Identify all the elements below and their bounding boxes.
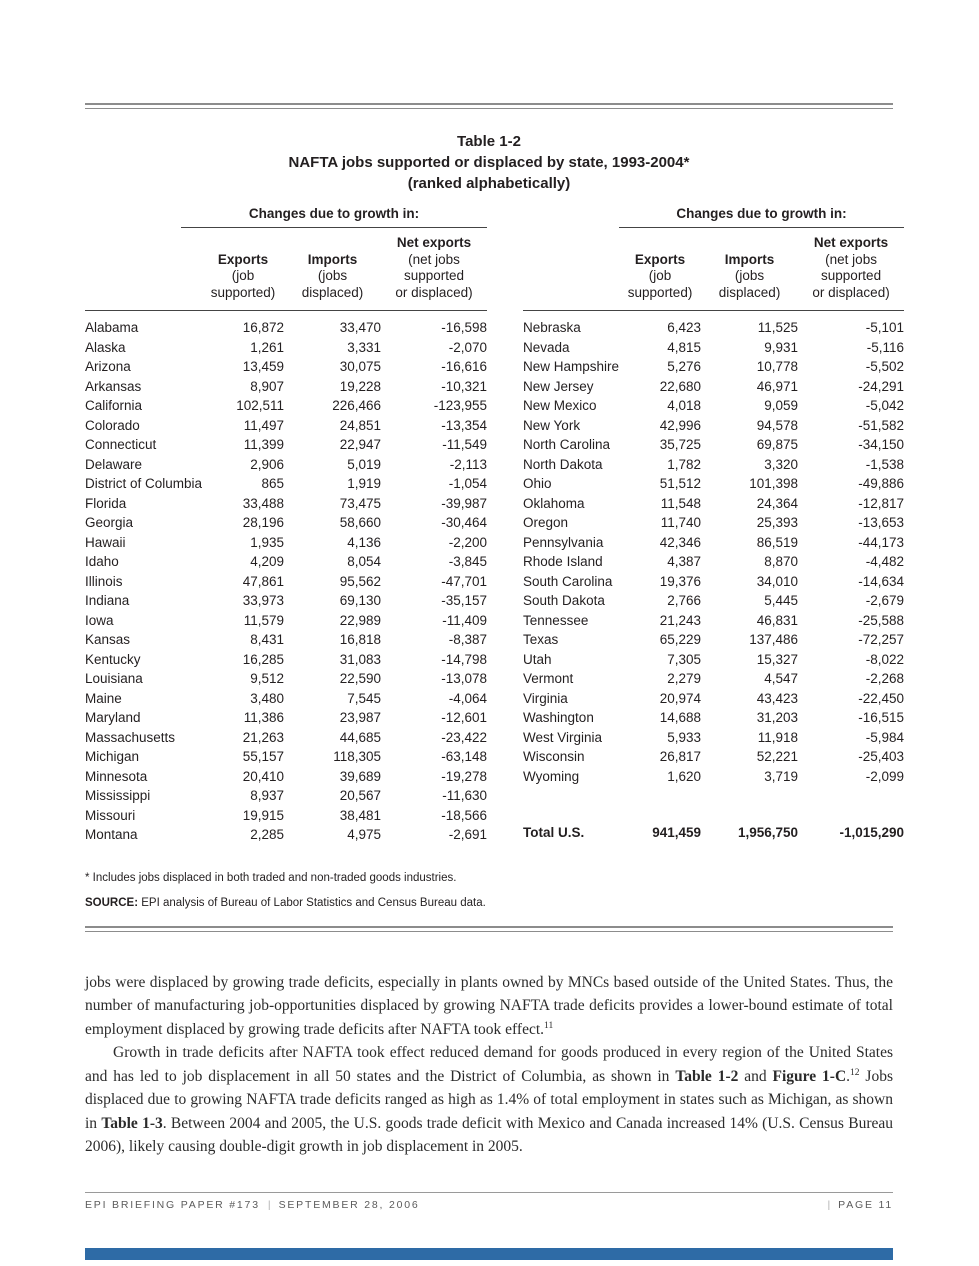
footer-paper-id: EPI BRIEFING PAPER #173	[85, 1198, 260, 1211]
bottom-divider	[85, 925, 893, 932]
table-row: Pennsylvania 42,346 86,519 -44,173	[523, 534, 905, 550]
source-text: EPI analysis of Bureau of Labor Statisti…	[138, 896, 486, 909]
table-row: Massachusetts 21,263 44,685 -23,422	[85, 729, 488, 745]
column-header-net-exports: Net exports (net jobs supported or displ…	[395, 235, 473, 300]
table-row: West Virginia 5,933 11,918 -5,984	[523, 729, 905, 745]
table-row: Ohio 51,512 101,398 -49,886	[523, 476, 905, 491]
column-headers-left: Exports (job supported) Imports (jobs di…	[85, 228, 488, 311]
table-row: Nevada 4,815 9,931 -5,116	[523, 339, 905, 355]
body-text: jobs were displaced by growing trade def…	[85, 971, 893, 1159]
column-header-exports: Exports (job supported)	[627, 251, 693, 300]
table-source: SOURCE: EPI analysis of Bureau of Labor …	[85, 897, 893, 909]
table-row: Utah 7,305 15,327 -8,022	[523, 651, 905, 667]
table-row: Vermont 2,279 4,547 -2,268	[523, 671, 905, 686]
table-row: Texas 65,229 137,486 -72,257	[523, 632, 905, 647]
table-row: North Dakota 1,782 3,320 -1,538	[523, 456, 905, 472]
table-row: Alabama 16,872 33,470 -16,598	[85, 320, 488, 335]
table-row: Indiana 33,973 69,130 -35,157	[85, 593, 488, 608]
table-row: Mississippi 8,937 20,567 -11,630	[85, 788, 488, 803]
total-net: -1,015,290	[839, 825, 905, 840]
table-row: Arizona 13,459 30,075 -16,616	[85, 359, 488, 374]
table-row: Michigan 55,157 118,305 -63,148	[85, 749, 488, 764]
paragraph-2: Growth in trade deficits after NAFTA too…	[85, 1044, 893, 1155]
table-row: New Jersey 22,680 46,971 -24,291	[523, 378, 905, 394]
table-row: Wisconsin 26,817 52,221 -25,403	[523, 749, 905, 764]
table-row: Kentucky 16,285 31,083 -14,798	[85, 651, 488, 667]
footer-page-number: PAGE 11	[838, 1198, 893, 1211]
table-row: Illinois 47,861 95,562 -47,701	[85, 573, 488, 589]
table-row: Rhode Island 4,387 8,870 -4,482	[523, 554, 905, 569]
total-exports: 941,459	[652, 825, 702, 840]
table-title: Table 1-2 NAFTA jobs supported or displa…	[85, 131, 893, 194]
table-rows-left: Alabama 16,872 33,470 -16,598 Alaska 1,261 3,3…	[85, 320, 487, 847]
table-row: Montana 2,285 4,975 -2,691	[85, 827, 488, 842]
table-row: Oregon 11,740 25,393 -13,653	[523, 515, 905, 530]
table-row: Maryland 11,386 23,987 -12,601	[85, 710, 488, 725]
table-row: Iowa 11,579 22,989 -11,409	[85, 612, 488, 628]
table-number: Table 1-2	[457, 133, 521, 150]
table-row: Florida 33,488 73,475 -39,987	[85, 495, 488, 511]
column-header-exports: Exports (job supported)	[210, 251, 276, 300]
table-rows-right: Nebraska 6,423 11,525 -5,101 Nevada 4,815 9,93…	[523, 320, 904, 788]
group-header-left: Changes due to growth in:	[181, 206, 488, 228]
table-row: Colorado 11,497 24,851 -13,354	[85, 417, 488, 433]
bottom-accent-bar	[85, 1248, 893, 1260]
table-row: Nebraska 6,423 11,525 -5,101	[523, 320, 905, 335]
table-row: Alaska 1,261 3,331 -2,070	[85, 339, 488, 355]
table-row: Kansas 8,431 16,818 -8,387	[85, 632, 488, 647]
footer-rule	[85, 1191, 893, 1193]
table-row: New Mexico 4,018 9,059 -5,042	[523, 398, 905, 413]
table-row: Maine 3,480 7,545 -4,064	[85, 690, 488, 706]
table-right-half: Changes due to growth in: Exports (job s…	[523, 206, 905, 847]
state-table: Changes due to growth in: Exports (job s…	[85, 206, 905, 847]
table-row: Virginia 20,974 43,423 -22,450	[523, 690, 905, 706]
table-row: North Carolina 35,725 69,875 -34,150	[523, 437, 905, 452]
table-title-note: (ranked alphabetically)	[407, 175, 571, 192]
table-row: New York 42,996 94,578 -51,582	[523, 417, 905, 433]
table-row: South Dakota 2,766 5,445 -2,679	[523, 593, 905, 608]
table-title-text: NAFTA jobs supported or displaced by sta…	[288, 154, 690, 171]
column-header-net-exports: Net exports (net jobs supported or displ…	[812, 235, 890, 300]
column-header-imports: Imports (jobs displaced)	[718, 251, 781, 300]
table-footnote: * Includes jobs displaced in both traded…	[85, 871, 457, 884]
table-row: South Carolina 19,376 34,010 -14,634	[523, 573, 905, 589]
table-row: Delaware 2,906 5,019 -2,113	[85, 456, 488, 472]
top-divider	[85, 103, 893, 109]
total-row: Total U.S. 941,459 1,956,750 -1,015,290	[523, 825, 904, 845]
table-row: Washington 14,688 31,203 -16,515	[523, 710, 905, 725]
table-row: District of Columbia 865 1,919 -1,054	[85, 476, 488, 491]
paragraph-1: jobs were displaced by growing trade def…	[85, 973, 893, 1038]
table-row: Wyoming 1,620 3,719 -2,099	[523, 768, 905, 784]
total-label: Total U.S.	[523, 825, 585, 840]
column-headers-right: Exports (job supported) Imports (jobs di…	[523, 228, 905, 311]
table-row: Idaho 4,209 8,054 -3,845	[85, 554, 488, 569]
table-row: Oklahoma 11,548 24,364 -12,817	[523, 495, 905, 511]
table-row: Minnesota 20,410 39,689 -19,278	[85, 768, 488, 784]
table-row: Connecticut 11,399 22,947 -11,549	[85, 437, 488, 452]
group-header-right: Changes due to growth in:	[619, 206, 905, 228]
total-imports: 1,956,750	[738, 825, 799, 840]
column-header-imports: Imports (jobs displaced)	[301, 251, 364, 300]
table-row: New Hampshire 5,276 10,778 -5,502	[523, 359, 905, 374]
table-left-half: Changes due to growth in: Exports (job s…	[85, 206, 488, 847]
footer-separator: |	[267, 1198, 271, 1211]
source-label: SOURCE:	[85, 896, 139, 909]
table-row: Louisiana 9,512 22,590 -13,078	[85, 671, 488, 686]
footer-separator: |	[827, 1198, 831, 1211]
page-footer: EPI BRIEFING PAPER #173 | SEPTEMBER 28, …	[85, 1193, 893, 1211]
table-row: California 102,511 226,466 -123,955	[85, 398, 488, 413]
table-row: Hawaii 1,935 4,136 -2,200	[85, 534, 488, 550]
table-row: Arkansas 8,907 19,228 -10,321	[85, 378, 488, 394]
footer-date: SEPTEMBER 28, 2006	[278, 1198, 420, 1211]
table-row: Tennessee 21,243 46,831 -25,588	[523, 612, 905, 628]
table-row: Missouri 19,915 38,481 -18,566	[85, 807, 488, 823]
table-row: Georgia 28,196 58,660 -30,464	[85, 515, 488, 530]
